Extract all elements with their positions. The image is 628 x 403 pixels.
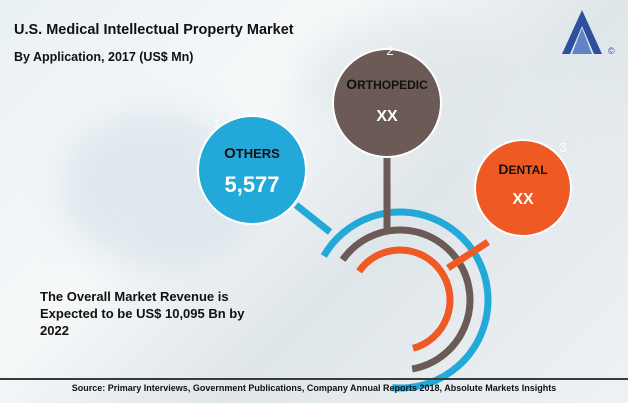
market-revenue-note: The Overall Market Revenue is Expected t… (40, 289, 245, 338)
company-logo-icon: © (562, 10, 615, 56)
others-bubble-circle (197, 115, 307, 225)
others-bubble-label: OTHERS (224, 145, 280, 162)
dental-bubble-circle (474, 139, 572, 237)
dental-bubble-label: DENTAL (498, 161, 547, 177)
orthopedic-bubble: 2 ORTHOPEDIC XX (332, 43, 442, 158)
dental-bubble-number: 3 (559, 140, 566, 155)
others-connector-arc (320, 208, 492, 392)
others-bubble-number: 1 (213, 116, 220, 131)
orthopedic-bubble-label: ORTHOPEDIC (346, 76, 428, 92)
chart-subtitle: By Application, 2017 (US$ Mn) (14, 50, 194, 64)
footer-divider (0, 378, 628, 380)
dental-bubble: 3 DENTAL XX (474, 139, 572, 237)
chart-title: U.S. Medical Intellectual Property Marke… (14, 22, 294, 38)
connector-arcs (293, 150, 492, 392)
orthopedic-bubble-value: XX (376, 108, 398, 125)
dental-connector-arc (356, 246, 454, 352)
others-bubble: 1 OTHERS 5,577 (197, 115, 307, 225)
copyright-mark: © (608, 46, 615, 56)
dental-connector-stem (446, 239, 490, 271)
source-text: Source: Primary Interviews, Government P… (71, 383, 557, 393)
orthopedic-bubble-circle (332, 48, 442, 158)
dental-bubble-value: XX (512, 191, 534, 208)
others-connector-stem (293, 202, 333, 235)
others-bubble-value: 5,577 (224, 172, 279, 197)
category-bubbles: 1 OTHERS 5,577 2 ORTHOPEDIC XX 3 DENTAL XX (197, 43, 572, 237)
orthopedic-bubble-number: 2 (386, 43, 393, 58)
